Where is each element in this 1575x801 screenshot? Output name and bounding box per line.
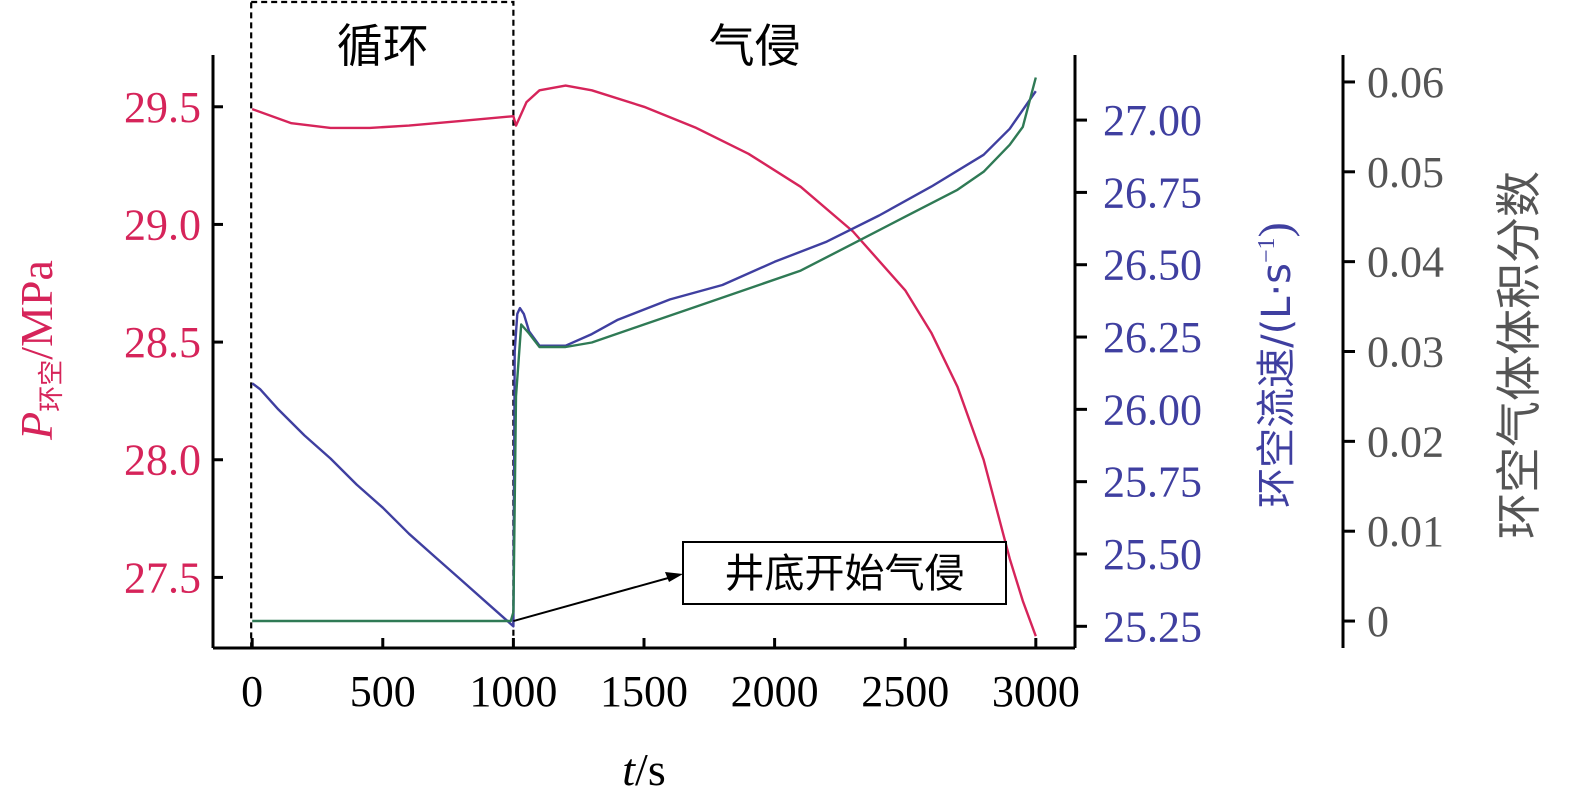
y-tick-label-pressure: 29.0 (124, 200, 201, 249)
x-tick-label: 1500 (600, 667, 688, 716)
y-axis-title-flow: 环空流速/(L·s−1) (1249, 222, 1300, 508)
y-tick-label-gas: 0.04 (1367, 238, 1444, 287)
axes: 0 500 1000 1500 2000 2500 3000 27.5 28.0 28.5 29.0… (124, 55, 1444, 716)
y-tick-label-flow: 26.50 (1103, 241, 1202, 290)
series-lines (251, 77, 1037, 637)
y-tick-label-flow: 26.25 (1103, 313, 1202, 362)
y-tick-label-pressure: 29.5 (124, 83, 201, 132)
region-box-circulation (250, 0, 515, 650)
regions: 循环 气侵 (250, 0, 801, 650)
y-tick-label-gas: 0.05 (1367, 148, 1444, 197)
x-axis-title: t/s (622, 744, 665, 795)
y-axis-title-gas: 环空气体体积分数 (1494, 171, 1545, 539)
axis-titles: t/s P环空/MPa 环空流速/(L·s−1) 环空气体体积分数 (11, 171, 1545, 795)
series-line-pressure (251, 84, 1037, 637)
y-tick-label-flow: 25.75 (1103, 458, 1202, 507)
y-tick-label-flow: 25.50 (1103, 530, 1202, 579)
y-tick-label-gas: 0.06 (1367, 58, 1444, 107)
annotation-text: 井底开始气侵 (725, 551, 965, 597)
y-tick-label-gas: 0.02 (1367, 417, 1444, 466)
x-tick-label: 1000 (469, 667, 557, 716)
annotation-arrowhead (665, 572, 683, 582)
series-line-flow (251, 90, 1037, 628)
x-tick-label: 3000 (992, 667, 1080, 716)
annotation-box (682, 541, 1007, 605)
y-axis-title-pressure: P环空/MPa (11, 260, 67, 441)
x-tick-label: 500 (350, 667, 416, 716)
y-tick-label-flow: 25.25 (1103, 602, 1202, 651)
y-tick-label-gas: 0.01 (1367, 507, 1444, 556)
y-tick-label-flow: 26.00 (1103, 385, 1202, 434)
y-tick-label-gas: 0.03 (1367, 328, 1444, 377)
y-tick-label-pressure: 27.5 (124, 553, 201, 602)
y-tick-label-flow: 26.75 (1103, 168, 1202, 217)
y-tick-label-pressure: 28.5 (124, 318, 201, 367)
y-tick-label-pressure: 28.0 (124, 436, 201, 485)
x-tick-label: 2000 (731, 667, 819, 716)
region-label-0: 循环 (337, 19, 429, 73)
x-tick-label: 0 (241, 667, 263, 716)
annotation-arrow (513, 574, 680, 623)
region-label-1: 气侵 (709, 19, 801, 73)
annotation: 井底开始气侵 (513, 541, 1007, 623)
series-line-gas (252, 77, 1037, 623)
x-tick-label: 2500 (861, 667, 949, 716)
y-tick-label-gas: 0 (1367, 597, 1389, 646)
y-tick-label-flow: 27.00 (1103, 96, 1202, 145)
